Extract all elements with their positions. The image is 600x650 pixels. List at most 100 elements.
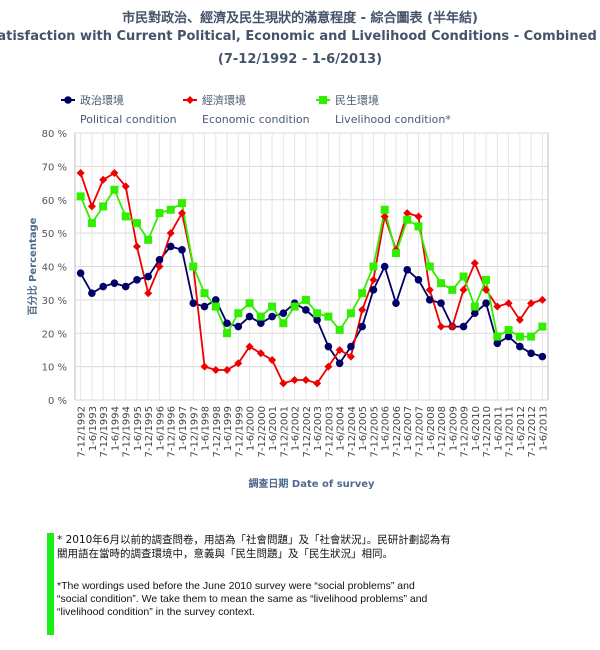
x-tick-label: 1-6/1999 — [223, 406, 234, 451]
x-tick-label: 7-12/2004 — [347, 406, 358, 458]
data-point — [493, 332, 502, 341]
data-point — [392, 299, 400, 308]
x-tick-label: 7-12/2007 — [414, 406, 425, 458]
data-point — [223, 319, 231, 328]
data-point — [358, 289, 367, 298]
data-point — [482, 299, 490, 308]
x-tick-label: 7-12/2002 — [302, 406, 313, 458]
x-tick-label: 7-12/2012 — [527, 406, 538, 458]
x-tick-label: 1-6/1994 — [110, 406, 121, 451]
data-point — [268, 302, 277, 311]
data-point — [87, 202, 96, 211]
data-point — [414, 276, 423, 284]
y-tick-label: 60 % — [42, 196, 67, 207]
data-point — [245, 312, 254, 321]
data-point — [121, 282, 130, 291]
data-point — [425, 285, 434, 294]
data-point — [527, 332, 536, 341]
legend-label-chinese: 經濟環境 — [202, 93, 246, 107]
data-point — [403, 209, 412, 218]
data-point — [279, 319, 288, 328]
data-point — [504, 299, 513, 308]
data-point — [301, 375, 310, 384]
x-tick-label: 7-12/2011 — [505, 406, 516, 458]
data-point — [76, 169, 85, 178]
data-point — [234, 309, 243, 318]
data-point — [369, 275, 378, 284]
data-point — [279, 309, 288, 318]
chart-title-english: Satisfaction with Current Political, Eco… — [0, 29, 600, 44]
data-point — [144, 272, 153, 281]
chart-title-chinese: 市民對政治、經濟及民生現狀的滿意程度 - 綜合圖表 (半年結) — [122, 11, 478, 26]
data-point — [346, 309, 355, 318]
data-point — [166, 242, 175, 251]
data-point — [324, 362, 333, 371]
data-point — [324, 342, 333, 351]
data-point — [223, 329, 232, 338]
x-tick-label: 7-12/2005 — [369, 406, 380, 458]
data-point — [459, 272, 468, 281]
data-point — [257, 319, 265, 328]
data-point — [302, 306, 310, 314]
x-tick-label: 7-12/1994 — [122, 406, 133, 458]
data-point — [358, 322, 366, 331]
legend-marker — [186, 96, 194, 104]
x-tick-label: 7-12/2008 — [437, 406, 448, 458]
data-point — [493, 339, 502, 348]
data-point — [437, 299, 445, 308]
x-tick-label: 7-12/2006 — [392, 406, 403, 458]
legend-marker — [64, 96, 72, 104]
data-point — [132, 242, 141, 251]
data-point — [200, 289, 209, 298]
data-point — [437, 322, 446, 331]
data-point — [211, 302, 220, 311]
data-point — [166, 205, 175, 214]
data-point — [87, 219, 96, 228]
legend-label-english: Political condition — [80, 113, 177, 126]
data-point — [178, 246, 186, 254]
x-tick-label: 1-6/2004 — [336, 406, 347, 451]
data-point — [155, 256, 164, 264]
x-tick-label: 7-12/1995 — [144, 406, 155, 458]
data-point — [369, 286, 378, 294]
data-point — [155, 262, 164, 271]
x-tick-label: 7-12/2009 — [460, 406, 471, 458]
y-tick-label: 50 % — [42, 229, 67, 240]
data-point — [403, 266, 412, 274]
x-tick-label: 7-12/2000 — [257, 406, 268, 458]
data-point — [437, 279, 446, 288]
data-point — [470, 302, 479, 311]
survey-period: (7-12/1992 - 1-6/2013) — [217, 52, 383, 67]
data-point — [538, 295, 547, 304]
data-point — [166, 229, 175, 238]
x-tick-label: 1-6/2000 — [246, 406, 257, 451]
y-tick-label: 20 % — [42, 329, 67, 340]
data-point — [504, 332, 513, 341]
x-tick-label: 1-6/2012 — [516, 406, 527, 451]
data-point — [335, 325, 344, 334]
data-point — [448, 285, 457, 294]
data-point — [99, 202, 108, 211]
data-point — [301, 295, 310, 304]
data-point — [470, 259, 479, 268]
legend-label-chinese: 民生環境 — [335, 93, 379, 107]
data-point — [538, 322, 547, 331]
x-tick-label: 1-6/1993 — [88, 406, 99, 451]
data-point — [76, 192, 85, 201]
data-point — [110, 185, 119, 194]
data-point — [414, 222, 423, 231]
data-point — [369, 262, 378, 271]
data-point — [313, 316, 321, 324]
data-point — [391, 249, 400, 258]
data-point — [133, 276, 141, 284]
x-tick-label: 1-6/1998 — [201, 406, 212, 451]
data-point — [99, 175, 108, 184]
data-point — [515, 332, 524, 341]
data-point — [504, 325, 513, 334]
data-point — [256, 312, 265, 321]
x-tick-label: 1-6/2011 — [493, 406, 504, 451]
data-point — [211, 296, 220, 304]
data-point — [493, 302, 502, 311]
legend-marker — [319, 96, 327, 104]
data-point — [313, 309, 322, 318]
